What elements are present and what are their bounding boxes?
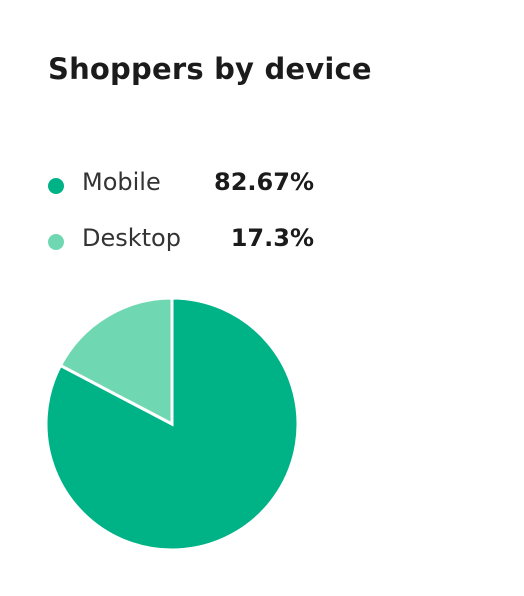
chart-title: Shoppers by device <box>48 52 372 86</box>
legend-item-desktop: Desktop 17.3% <box>48 222 328 278</box>
legend-item-mobile: Mobile 82.67% <box>48 166 328 222</box>
chart-legend: Mobile 82.67% Desktop 17.3% <box>48 166 328 278</box>
legend-dot-mobile <box>48 178 64 194</box>
pie-slice-desktop <box>58 296 174 427</box>
legend-dot-desktop <box>48 234 64 250</box>
legend-label-mobile: Mobile <box>82 168 161 196</box>
pie-chart <box>44 296 300 552</box>
legend-value-mobile: 82.67% <box>214 168 314 196</box>
legend-label-desktop: Desktop <box>82 224 181 252</box>
legend-value-desktop: 17.3% <box>230 224 314 252</box>
